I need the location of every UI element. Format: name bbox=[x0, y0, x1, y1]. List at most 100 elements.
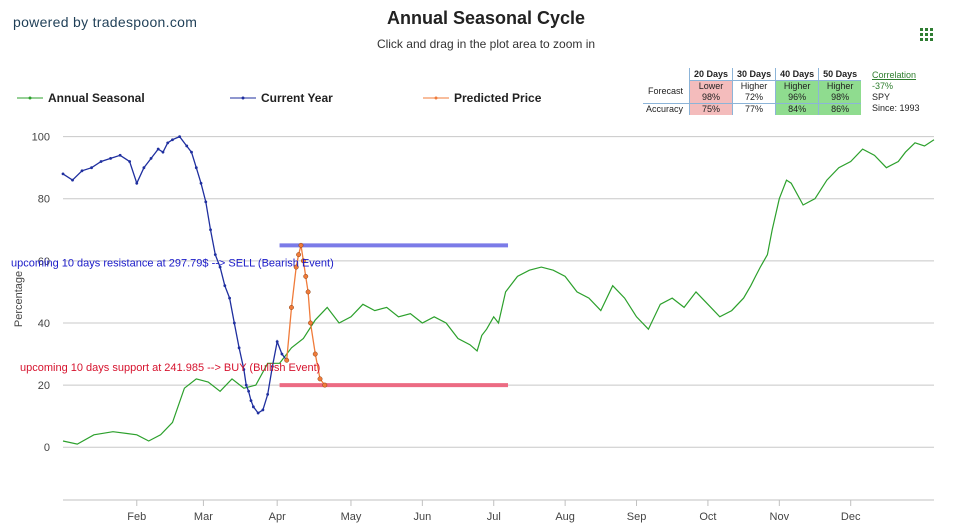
menu-dot bbox=[930, 33, 933, 36]
current-year-point bbox=[156, 147, 160, 151]
y-axis-label: Percentage bbox=[13, 271, 25, 327]
current-year-point bbox=[256, 411, 260, 415]
current-year-point bbox=[204, 200, 208, 204]
legend-label: Predicted Price bbox=[454, 91, 542, 105]
y-tick-label: 0 bbox=[44, 442, 50, 454]
current-year-point bbox=[161, 150, 165, 154]
predicted-price-point bbox=[312, 351, 318, 357]
x-tick-label: May bbox=[341, 511, 362, 523]
current-year-point bbox=[128, 160, 132, 163]
accuracy-cell: 77% bbox=[732, 103, 776, 115]
correlation-value: -37% bbox=[872, 81, 894, 91]
predicted-price-point bbox=[296, 252, 302, 258]
current-year-point bbox=[261, 408, 265, 412]
current-year-point bbox=[118, 153, 122, 157]
current-year-point bbox=[199, 181, 203, 185]
x-tick-label: Jul bbox=[487, 511, 501, 523]
x-tick-label: Apr bbox=[269, 511, 286, 523]
predicted-price-point bbox=[317, 376, 323, 382]
current-year-point bbox=[109, 156, 112, 160]
accuracy-cell: 75% bbox=[689, 103, 733, 115]
current-year-point bbox=[237, 346, 241, 350]
current-year-point bbox=[249, 399, 253, 403]
current-year-point bbox=[218, 265, 222, 269]
current-year-point bbox=[194, 166, 198, 170]
current-year-point bbox=[185, 144, 189, 148]
accuracy-cell: 84% bbox=[775, 103, 819, 115]
current-year-point bbox=[242, 368, 246, 371]
y-tick-label: 60 bbox=[38, 256, 50, 268]
x-tick-label: Aug bbox=[555, 511, 575, 523]
current-year-point bbox=[135, 181, 139, 185]
current-year-point bbox=[275, 340, 279, 344]
predicted-price-point bbox=[284, 357, 290, 363]
legend-label: Annual Seasonal bbox=[48, 91, 145, 105]
x-tick-label: Jun bbox=[413, 511, 431, 523]
current-year-point bbox=[166, 141, 170, 145]
current-year-point bbox=[251, 405, 255, 409]
current-year-point bbox=[80, 169, 84, 173]
current-year-point bbox=[178, 135, 182, 139]
legend-line-icon bbox=[423, 96, 449, 100]
header-30-days: 30 Days bbox=[732, 68, 776, 81]
x-tick-label: Dec bbox=[841, 511, 861, 523]
y-tick-label: 80 bbox=[38, 194, 50, 206]
current-year-point bbox=[171, 138, 174, 142]
x-tick-label: Oct bbox=[699, 511, 716, 523]
header-40-days: 40 Days bbox=[775, 68, 819, 81]
current-year-point bbox=[280, 352, 284, 356]
powered-by-label: powered by tradespoon.com bbox=[13, 14, 198, 30]
correlation-since: Since: 1993 bbox=[872, 103, 920, 113]
forecast-cell: Lower 98% bbox=[689, 80, 733, 104]
menu-dot bbox=[920, 28, 923, 31]
current-year-point bbox=[61, 172, 65, 176]
current-year-point bbox=[247, 389, 251, 393]
current-year-point bbox=[71, 178, 74, 182]
current-year-point bbox=[90, 166, 93, 170]
correlation-link[interactable]: Correlation bbox=[872, 70, 917, 80]
chart-title: Annual Seasonal Cycle bbox=[386, 8, 586, 28]
forecast-cell: Higher 96% bbox=[775, 80, 819, 104]
current-year-line[interactable] bbox=[62, 135, 288, 414]
current-year-point bbox=[228, 296, 231, 300]
correlation-symbol: SPY bbox=[872, 92, 891, 102]
header-20-days: 20 Days bbox=[689, 68, 733, 81]
legend-label: Current Year bbox=[261, 91, 333, 105]
current-year-point bbox=[213, 253, 217, 257]
predicted-price-point bbox=[300, 258, 306, 264]
header-50-days: 50 Days bbox=[818, 68, 862, 81]
menu-dot bbox=[925, 33, 928, 36]
predicted-price-point bbox=[289, 304, 294, 310]
menu-dot bbox=[930, 38, 933, 41]
current-year-point bbox=[232, 321, 236, 325]
current-year-point bbox=[271, 365, 274, 368]
predicted-price-point bbox=[305, 289, 311, 295]
chart-subtitle: Click and drag in the plot area to zoom … bbox=[376, 37, 596, 51]
grid-menu-icon[interactable] bbox=[920, 28, 935, 43]
menu-dot bbox=[920, 33, 923, 36]
current-year-point bbox=[142, 166, 146, 170]
accuracy-row-label: Accuracy bbox=[643, 103, 690, 115]
annual-seasonal-line[interactable] bbox=[62, 139, 935, 445]
current-year-point bbox=[209, 228, 212, 232]
menu-dot bbox=[930, 28, 933, 31]
legend-line-icon bbox=[230, 96, 256, 100]
current-year-point bbox=[266, 393, 270, 396]
x-tick-label: Sep bbox=[627, 511, 647, 523]
forecast-cell: Higher 98% bbox=[818, 80, 862, 104]
x-tick-label: Feb bbox=[127, 511, 146, 523]
x-tick-label: Mar bbox=[194, 511, 213, 523]
predicted-price-point bbox=[308, 320, 313, 326]
forecast-cell: Higher 72% bbox=[732, 80, 776, 104]
menu-dot bbox=[925, 28, 928, 31]
correlation-box: Correlation -37% SPY Since: 1993 bbox=[872, 70, 920, 114]
predicted-price-line[interactable] bbox=[286, 245, 326, 386]
forecast-stats-table: 20 Days 30 Days 40 Days 50 Days Forecast… bbox=[643, 68, 862, 115]
current-year-point bbox=[190, 150, 193, 154]
x-tick-label: Nov bbox=[770, 511, 790, 523]
support-annotation: upcoming 10 days support at 241.985 --> … bbox=[20, 362, 320, 374]
y-tick-label: 40 bbox=[38, 318, 50, 330]
current-year-point bbox=[149, 156, 153, 160]
accuracy-cell: 86% bbox=[818, 103, 862, 115]
